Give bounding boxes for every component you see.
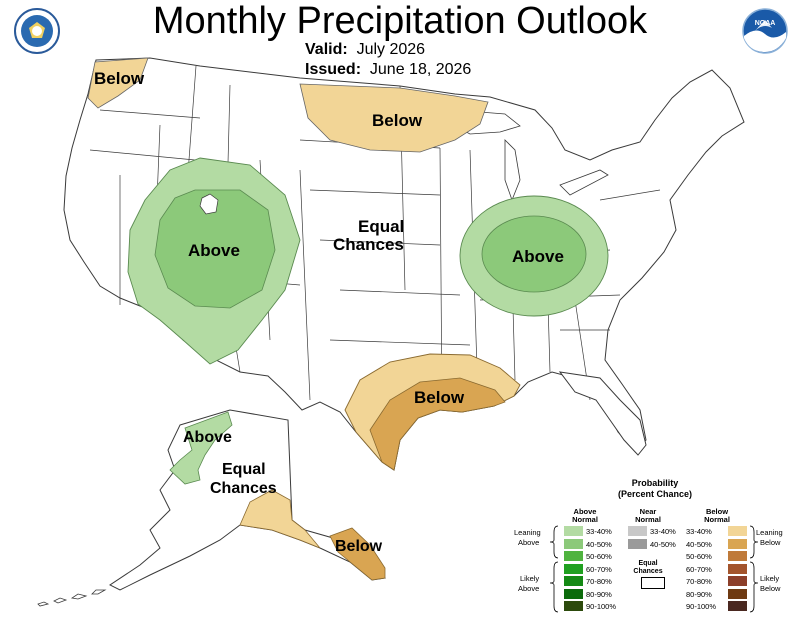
legend-near-bin-label: 33-40%	[650, 527, 676, 536]
below-pnw-region	[87, 57, 149, 109]
legend-below-bin-label: 90-100%	[686, 602, 717, 611]
legend-braces	[549, 525, 759, 613]
legend-near-header-1: Near	[639, 507, 657, 516]
legend-above-bin-label: 40-50%	[586, 539, 612, 549]
label-ak-below: Below	[335, 538, 383, 555]
legend-below-bin-swatch	[728, 526, 747, 536]
legend-below-bin-swatch	[728, 551, 747, 561]
great-salt-lake	[199, 193, 219, 215]
above-west-40-region	[154, 189, 276, 309]
issued-label: Issued:	[305, 61, 362, 78]
legend-leaning-above-2: Above	[518, 538, 540, 547]
legend-equal-1: Equal	[638, 560, 658, 567]
legend-below-bin-label: 33-40%	[686, 527, 712, 536]
legend-above-bin-label: 70-80%	[586, 577, 612, 586]
lake-erie	[559, 169, 609, 196]
legend-below-header-2: Normal	[704, 515, 730, 524]
legend-above-bin-label: 50-60%	[586, 552, 612, 561]
legend-leaning-above-1: Leaning	[514, 528, 541, 537]
legend-near-bin-label: 40-50%	[650, 539, 676, 549]
valid-line: Valid: July 2026	[305, 41, 425, 59]
legend-below-bin-label: 70-80%	[686, 577, 712, 586]
doc-seal-icon	[14, 8, 60, 54]
legend-near-bin-swatch	[628, 526, 647, 536]
legend-above-bin-label: 60-70%	[586, 564, 612, 574]
legend-below-bin-label: 80-90%	[686, 589, 712, 599]
label-equal-2: Chances	[333, 235, 404, 254]
label-below-pnw: Below	[94, 69, 145, 88]
legend-above-header-2: Normal	[572, 515, 598, 524]
legend-title-2: (Percent Chance)	[617, 489, 693, 499]
legend-below-bin-swatch	[728, 576, 747, 586]
label-ak-equal-1: Equal	[222, 461, 266, 478]
legend-likely-above-2: Above	[518, 584, 540, 593]
legend-above-bin-swatch	[564, 526, 583, 536]
label-ak-equal-2: Chances	[210, 480, 277, 497]
legend-above-bin-label: 80-90%	[586, 589, 612, 599]
legend-below-bin-label: 60-70%	[686, 564, 712, 574]
legend-below-bin-swatch	[728, 601, 747, 611]
above-ohio-40-region	[481, 215, 587, 293]
issued-line: Issued: June 18, 2026	[305, 61, 471, 79]
valid-value: July 2026	[356, 41, 426, 58]
legend-above-bin-swatch	[564, 601, 583, 611]
florida-outline	[558, 371, 647, 456]
page-title: Monthly Precipitation Outlook	[152, 0, 648, 42]
legend-below-bin-label: 40-50%	[686, 539, 712, 549]
legend-above-bin-label: 90-100%	[586, 602, 617, 611]
legend-above-header-1: Above	[573, 507, 597, 516]
below-north-region	[299, 83, 489, 153]
legend-below-bin-label: 50-60%	[686, 552, 712, 561]
legend: Probability (Percent Chance) Above Norma…	[510, 478, 800, 618]
legend-equal-2: Chances	[633, 568, 663, 575]
below-gulf-40-region	[369, 377, 506, 471]
legend-below-bin-swatch	[728, 538, 747, 549]
legend-below-header-1: Below	[705, 507, 729, 516]
ak-panhandle-below-region	[329, 527, 386, 581]
lake-michigan	[504, 139, 521, 202]
legend-title-1: Probability	[631, 478, 679, 488]
legend-above-bin-swatch	[564, 538, 583, 549]
legend-near-header-2: Normal	[635, 515, 661, 524]
label-ak-above: Above	[183, 429, 232, 446]
noaa-logo-icon: NOAA	[742, 8, 788, 54]
legend-equal-swatch	[641, 577, 665, 589]
legend-above-bin-swatch	[564, 576, 583, 586]
legend-above-bin-swatch	[564, 551, 583, 561]
issued-value: June 18, 2026	[369, 61, 472, 78]
legend-above-bin-label: 33-40%	[586, 527, 612, 536]
legend-likely-above-1: Likely	[520, 574, 540, 583]
legend-leaning-below-2: Below	[760, 538, 781, 547]
legend-likely-below-2: Below	[760, 584, 781, 593]
legend-above-bin-swatch	[564, 588, 583, 599]
legend-near-bin-swatch	[628, 538, 647, 549]
svg-text:NOAA: NOAA	[755, 20, 776, 27]
legend-below-bin-swatch	[728, 563, 747, 574]
legend-below-bin-swatch	[728, 588, 747, 599]
legend-likely-below-1: Likely	[760, 574, 780, 583]
valid-label: Valid:	[305, 41, 348, 58]
label-above-ohio: Above	[512, 247, 564, 266]
ak-above-region	[169, 411, 233, 485]
aleutian-islands	[37, 589, 107, 607]
legend-leaning-below-1: Leaning	[756, 528, 783, 537]
label-below-gulf: Below	[414, 388, 465, 407]
legend-above-bin-swatch	[564, 563, 583, 574]
alaska-outline	[109, 409, 386, 591]
label-equal-1: Equal	[358, 217, 404, 236]
ak-below-region	[239, 489, 321, 549]
label-below-north: Below	[372, 111, 423, 130]
label-above-west: Above	[188, 241, 240, 260]
